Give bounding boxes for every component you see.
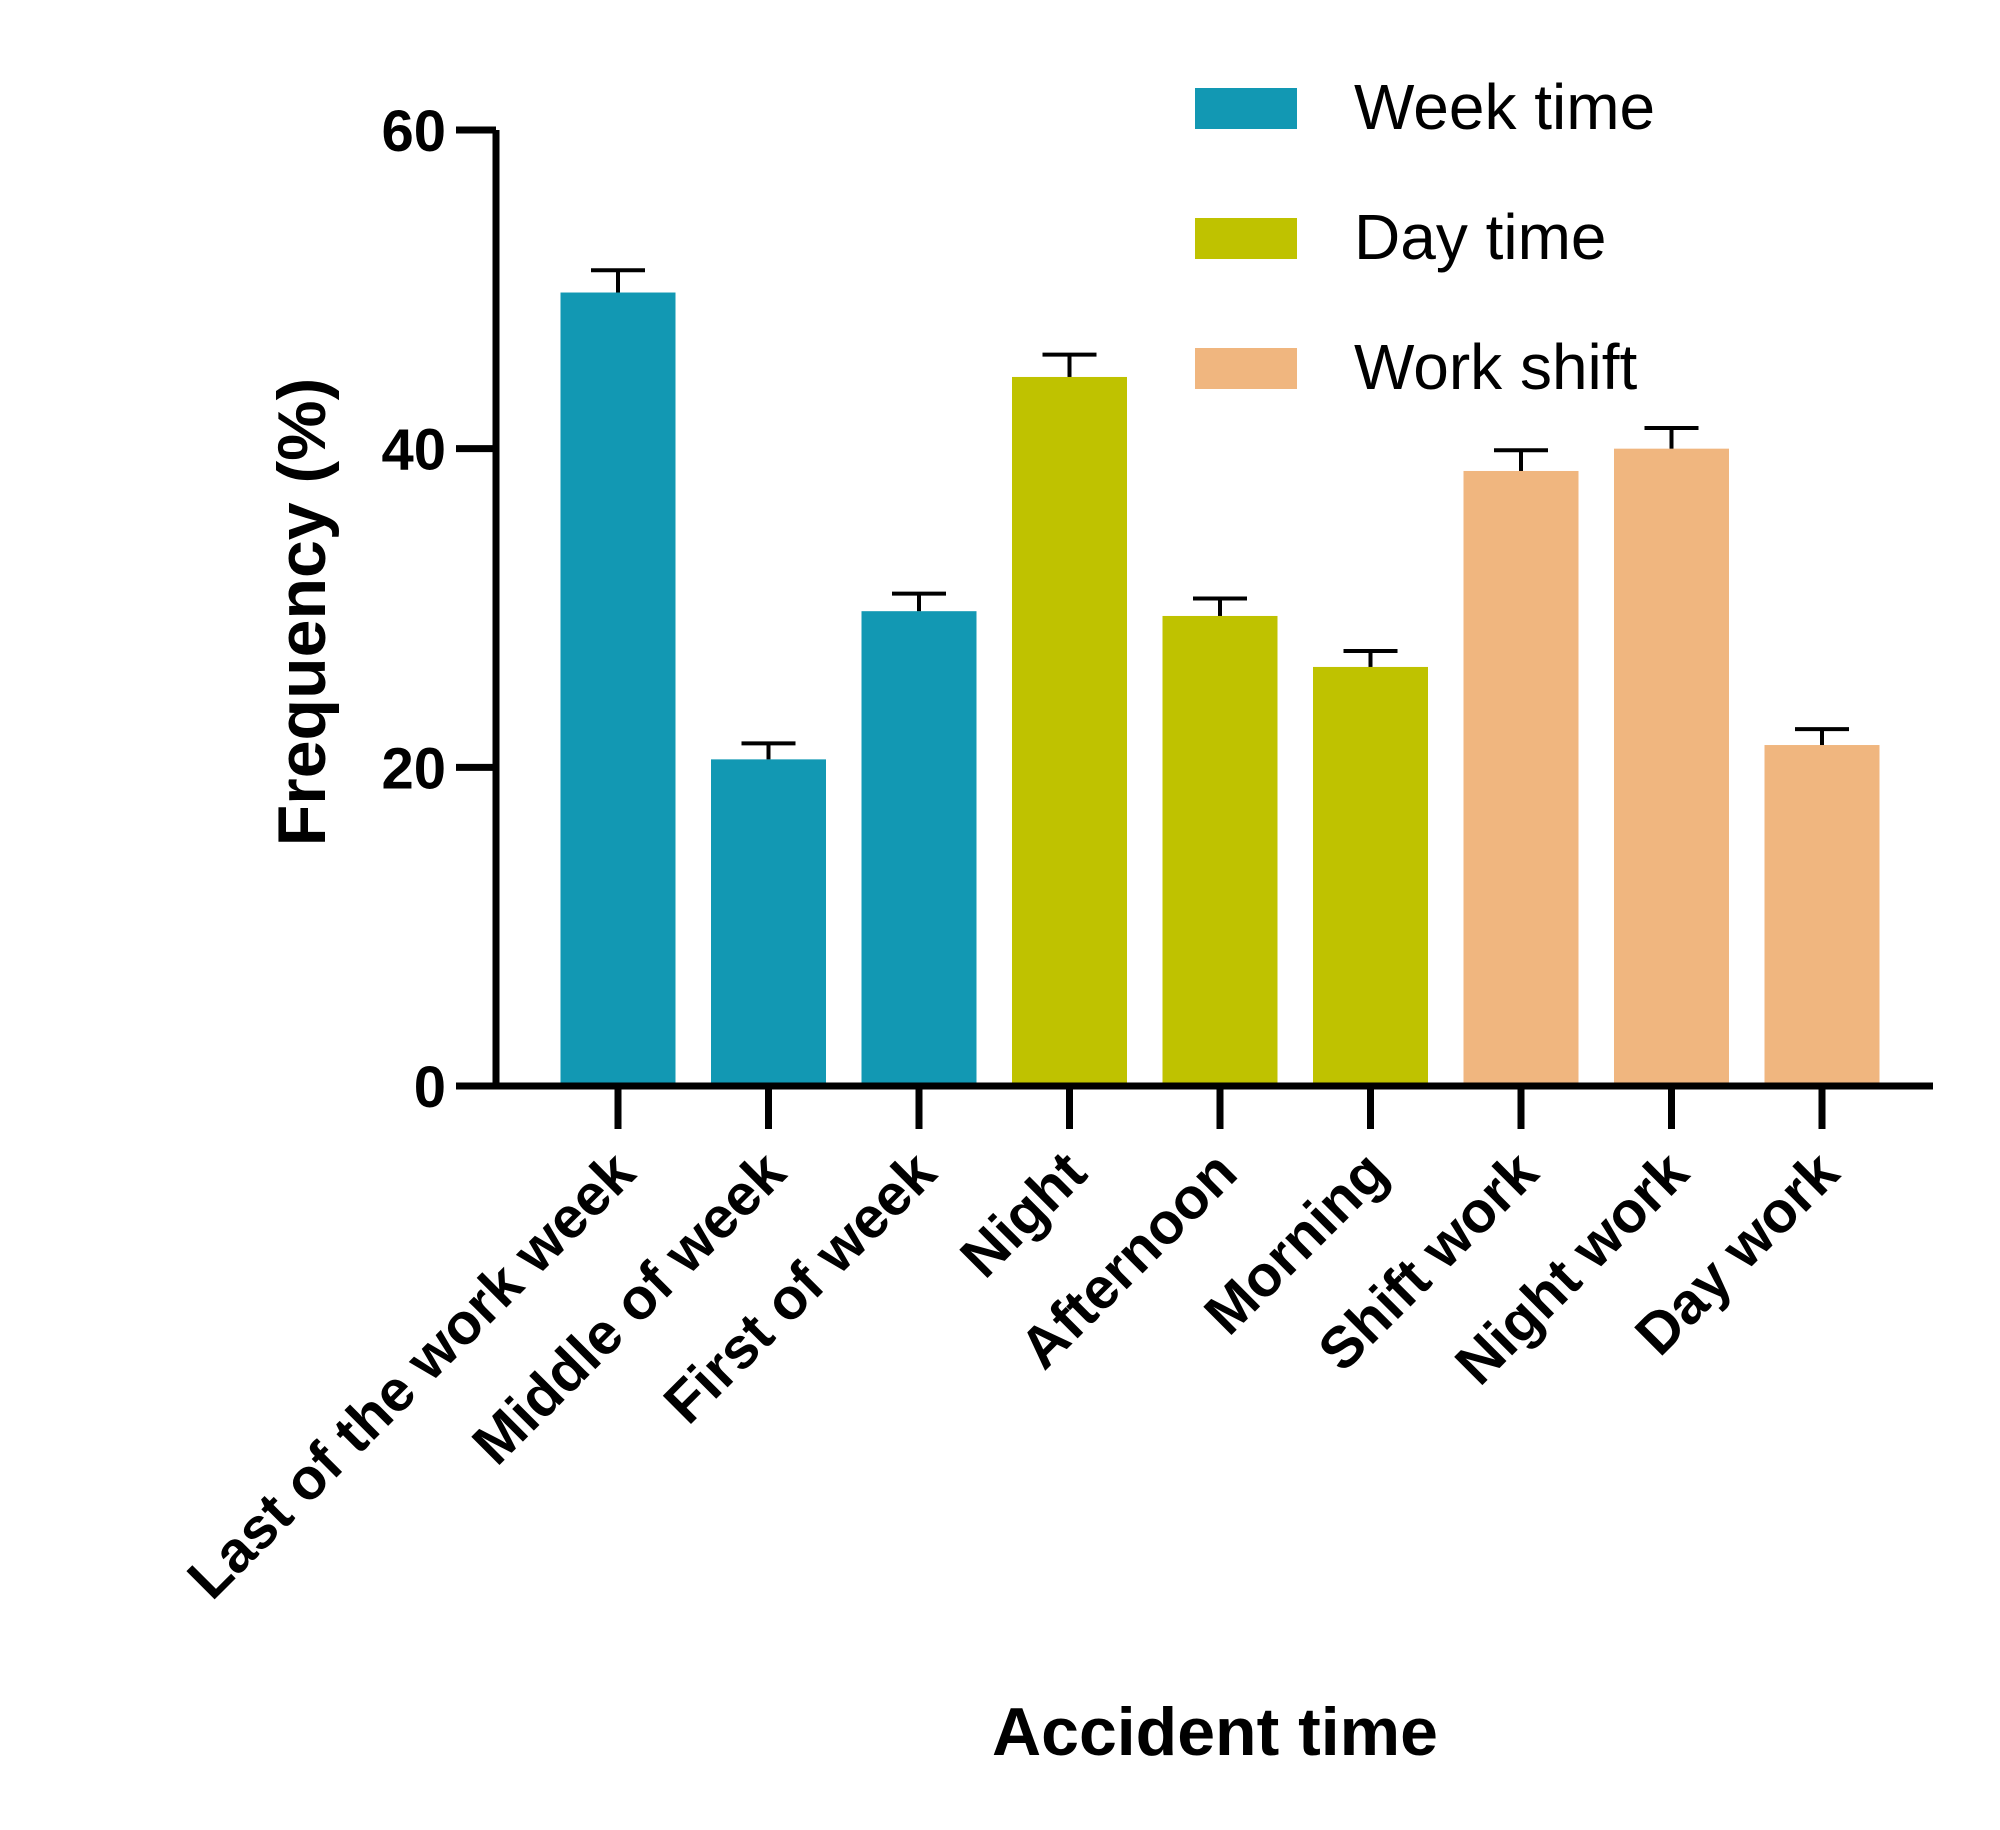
bar-afternoon bbox=[1162, 615, 1278, 1086]
bars-layer bbox=[560, 292, 1880, 1087]
legend-label-week-time: Week time bbox=[1354, 71, 1655, 143]
y-tick-label: 20 bbox=[381, 736, 446, 801]
y-axis-title: Frequency (%) bbox=[264, 378, 340, 847]
y-tick-label: 0 bbox=[414, 1055, 446, 1120]
bar-middle-of-week bbox=[711, 759, 826, 1086]
x-tick-label-first-of-week: First of week bbox=[652, 1139, 949, 1436]
legend-swatch-week-time bbox=[1195, 88, 1297, 129]
error-bars-layer bbox=[591, 268, 1849, 760]
bar-shift-work bbox=[1463, 470, 1579, 1086]
bar-night bbox=[1012, 376, 1127, 1086]
y-ticks-layer: 0 20 40 60 bbox=[381, 99, 496, 1120]
bar-night-work bbox=[1614, 448, 1729, 1087]
bar-day-work bbox=[1764, 745, 1880, 1086]
bar-morning bbox=[1313, 666, 1428, 1086]
legend: Week time Day time Work shift bbox=[1195, 71, 1655, 403]
bar-first-of-week bbox=[861, 611, 977, 1086]
y-tick-label: 40 bbox=[381, 418, 446, 483]
legend-label-day-time: Day time bbox=[1354, 201, 1607, 273]
y-tick-label: 60 bbox=[381, 99, 446, 164]
legend-swatch-day-time bbox=[1195, 218, 1297, 259]
legend-label-work-shift: Work shift bbox=[1354, 331, 1638, 403]
bar-last-of-the-work-week bbox=[560, 292, 676, 1086]
x-axis-title: Accident time bbox=[992, 1694, 1438, 1770]
legend-swatch-work-shift bbox=[1195, 348, 1297, 389]
